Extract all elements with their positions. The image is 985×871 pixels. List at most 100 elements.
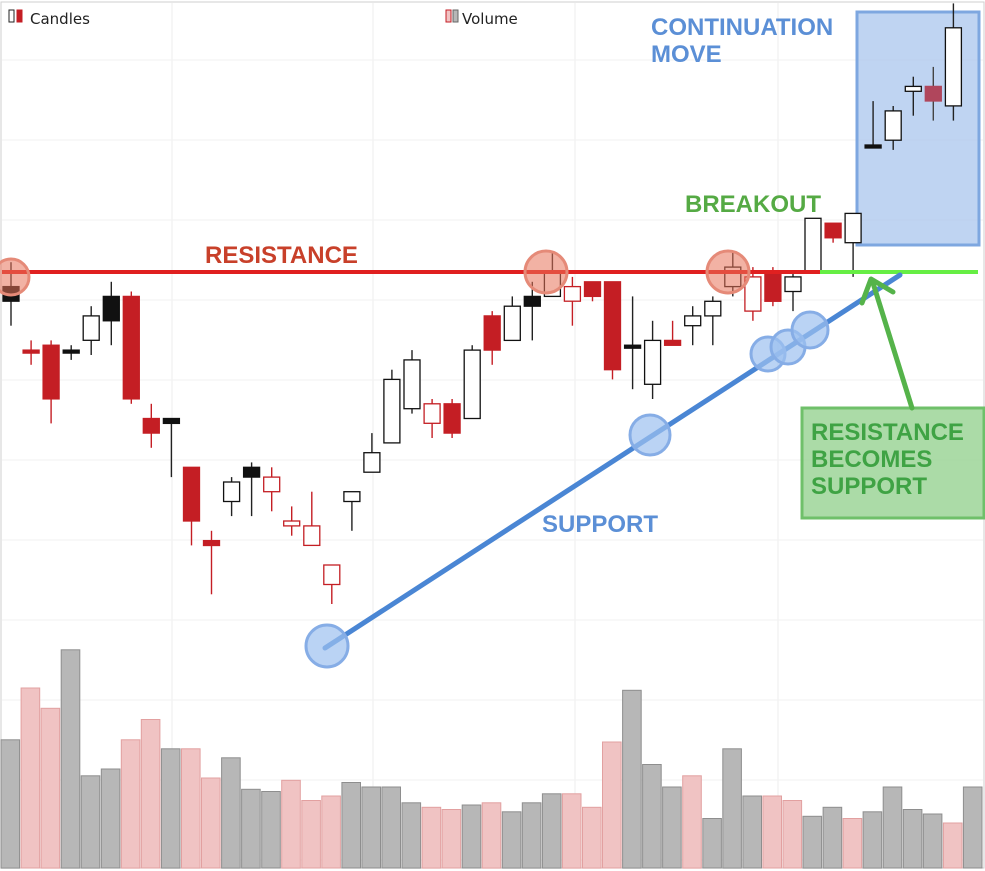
candle-body [623, 344, 642, 349]
candle-body [463, 349, 481, 420]
volume-bar [341, 782, 361, 869]
candle-body [202, 539, 221, 547]
volume-bar [60, 649, 81, 869]
candle [583, 281, 602, 302]
candle-body [363, 452, 381, 473]
candle-body [884, 110, 902, 141]
candle-body [784, 276, 802, 293]
candle-body [263, 476, 281, 493]
candle [563, 276, 582, 326]
volume-bar [381, 786, 401, 869]
volume-bar [40, 707, 61, 869]
candle-body [162, 417, 181, 425]
volume-bar [481, 802, 502, 869]
support-touch-marker [628, 413, 672, 457]
volume-bar [561, 793, 582, 869]
volume-bar [782, 800, 803, 869]
candle [744, 267, 762, 321]
candle [202, 530, 221, 595]
candle-body [303, 525, 321, 547]
candle-body [283, 520, 301, 527]
candle-body [764, 271, 782, 302]
volume-bar [642, 764, 662, 869]
candle [603, 281, 622, 380]
volume-bar [521, 802, 542, 869]
support-label: SUPPORT [542, 511, 658, 538]
candle [443, 399, 461, 438]
volume-bar [421, 806, 442, 869]
candle [663, 320, 682, 346]
candle [303, 491, 321, 547]
candle-body [804, 217, 822, 273]
resistance-becomes-support-box [800, 406, 985, 520]
candle-body [403, 359, 421, 410]
volume-bar [622, 689, 642, 869]
candle-body [182, 466, 201, 522]
volume-bar [942, 822, 963, 869]
volume-bar [722, 748, 742, 869]
volume-bar [662, 786, 682, 869]
legend: Candles Volume [8, 9, 518, 28]
candle-body [563, 285, 582, 302]
volume-bar [301, 800, 321, 869]
candle [944, 3, 963, 121]
candle-body [423, 403, 441, 424]
volume-bar [922, 813, 943, 869]
candle [704, 296, 722, 346]
candle [102, 281, 120, 346]
candle [343, 491, 361, 531]
candle-body [142, 417, 160, 434]
candle-body [744, 276, 762, 312]
volume-bar [822, 806, 843, 869]
volume-bar [762, 795, 783, 869]
candle-body [483, 315, 501, 351]
resistance-touch-marker [705, 249, 751, 295]
candle-body [944, 27, 963, 107]
candle-body [22, 349, 40, 354]
candle [864, 101, 882, 149]
support-touch-markers [304, 310, 830, 669]
volume-bar [140, 719, 161, 869]
volume-bar [181, 748, 201, 869]
candle-body [62, 349, 80, 354]
candle [323, 564, 341, 604]
volume-bar [461, 804, 482, 869]
candle-body [824, 222, 842, 239]
candle-body [323, 564, 341, 586]
resistance-touch-marker [523, 249, 569, 295]
volume-bar [802, 815, 823, 869]
rbs-label-line-3: SUPPORT [811, 473, 927, 500]
volume-bar [221, 757, 241, 869]
candle [924, 66, 942, 121]
candle-body [603, 281, 622, 371]
candle-body [704, 300, 722, 317]
candle [804, 217, 822, 273]
rbs-label-line-1: RESISTANCE [811, 419, 964, 446]
candle [483, 311, 501, 365]
volume-bar [682, 775, 702, 869]
candle [22, 340, 40, 365]
volume-bar [842, 818, 863, 869]
candles-legend-icon [8, 9, 23, 23]
volume-bar [742, 795, 763, 869]
candle [142, 403, 160, 448]
legend-candles-label: Candles [30, 10, 90, 28]
support-touch-marker [304, 623, 350, 669]
candle [463, 345, 481, 420]
candle [844, 212, 862, 277]
candle-body [924, 85, 942, 102]
candle [623, 296, 642, 390]
candle [904, 76, 922, 116]
volume-bar [20, 687, 41, 869]
candle [824, 222, 842, 243]
candle [42, 340, 60, 424]
volume-bar [902, 809, 923, 869]
candle [684, 306, 702, 346]
legend-volume-label: Volume [462, 10, 518, 28]
volume-bar [501, 811, 522, 869]
breakout-label: BREAKOUT [685, 191, 821, 218]
candle-body [42, 344, 60, 400]
volume-bar [80, 775, 101, 869]
volume-bar [120, 739, 141, 869]
volume-bar [602, 741, 622, 869]
